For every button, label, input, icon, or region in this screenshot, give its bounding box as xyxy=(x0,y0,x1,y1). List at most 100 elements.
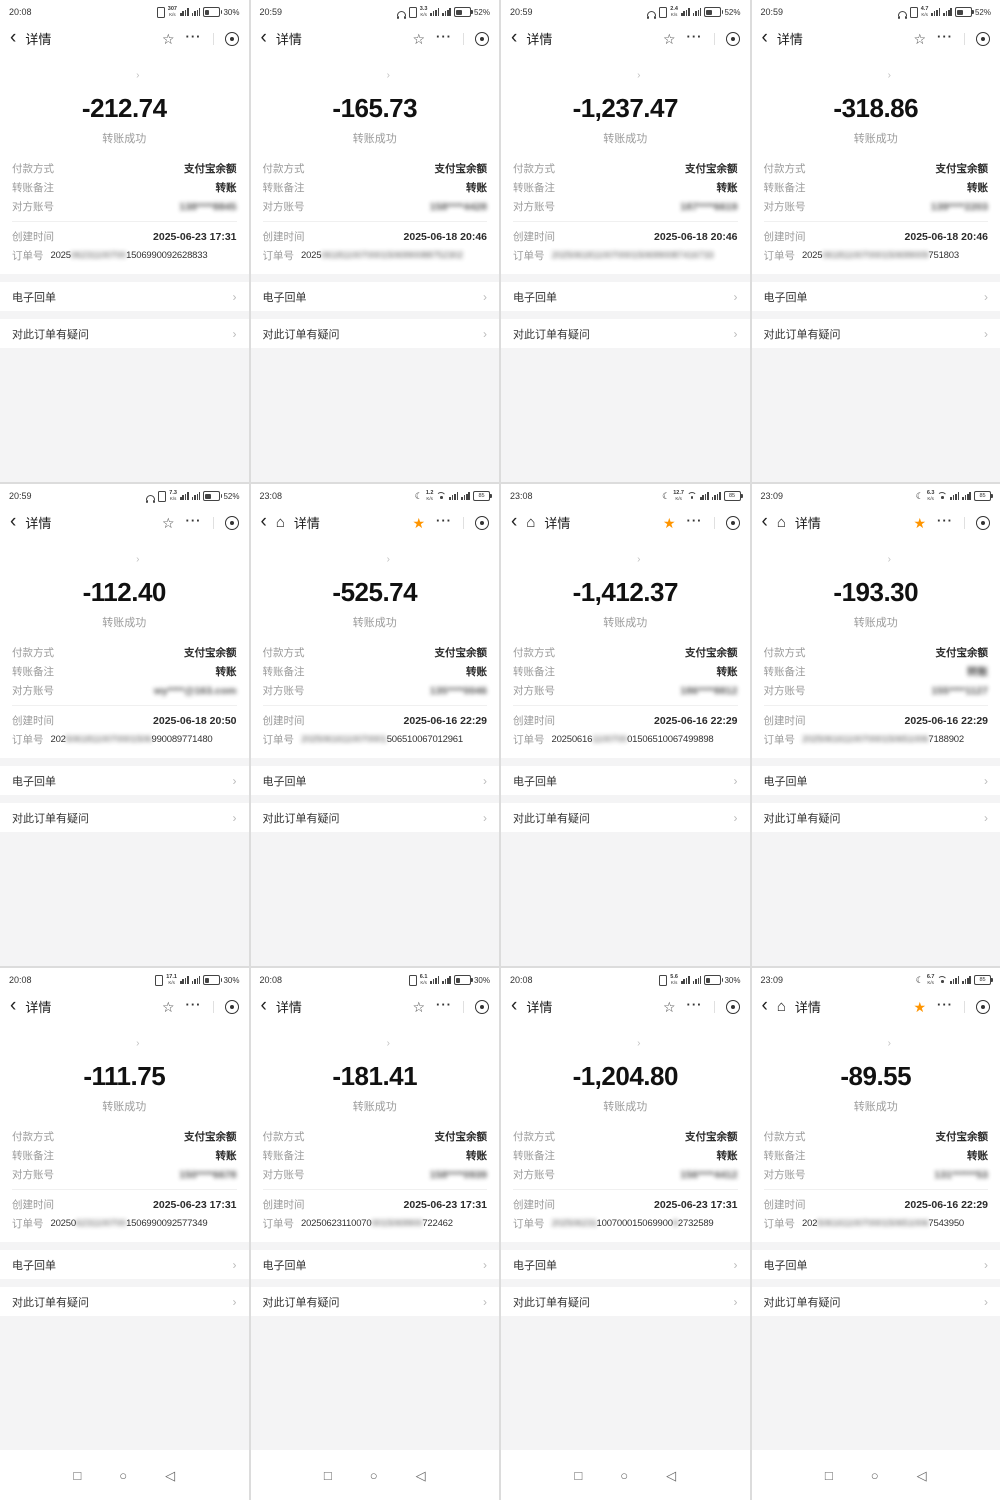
more-menu-icon[interactable]: ··· xyxy=(937,29,953,44)
order-question-row[interactable]: 对此订单有疑问 › xyxy=(0,319,249,348)
favorite-star-icon[interactable]: ★ xyxy=(913,514,926,531)
home-icon[interactable]: ⌂ xyxy=(275,514,285,531)
back-button[interactable]: ‹ xyxy=(511,994,518,1016)
order-question-row[interactable]: 对此订单有疑问 › xyxy=(250,803,499,832)
payee-row[interactable]: › xyxy=(752,64,1000,86)
more-menu-icon[interactable]: ··· xyxy=(686,29,703,44)
payee-row[interactable]: › xyxy=(0,64,249,86)
payee-row[interactable]: › xyxy=(251,548,500,570)
recents-button[interactable]: □ xyxy=(323,1467,332,1483)
exit-capsule-icon[interactable] xyxy=(475,999,489,1014)
back-button[interactable]: ‹ xyxy=(260,510,267,532)
order-question-row[interactable]: 对此订单有疑问 › xyxy=(501,319,750,348)
payee-row[interactable]: › xyxy=(501,548,750,570)
exit-capsule-icon[interactable] xyxy=(224,515,239,530)
order-question-row[interactable]: 对此订单有疑问 › xyxy=(501,1287,750,1316)
home-icon[interactable]: ⌂ xyxy=(776,514,786,531)
payee-row[interactable]: › xyxy=(0,548,249,570)
exit-capsule-icon[interactable] xyxy=(976,515,990,530)
recents-button[interactable]: □ xyxy=(73,1467,82,1483)
payee-row[interactable]: › xyxy=(752,548,1000,570)
more-menu-icon[interactable]: ··· xyxy=(686,513,703,528)
e-receipt-row[interactable]: 电子回单 › xyxy=(501,282,750,311)
payee-row[interactable]: › xyxy=(251,64,500,86)
home-icon[interactable]: ⌂ xyxy=(776,998,786,1015)
exit-capsule-icon[interactable] xyxy=(725,31,740,46)
android-home-button[interactable]: ○ xyxy=(870,1467,879,1483)
exit-capsule-icon[interactable] xyxy=(224,31,239,46)
order-question-row[interactable]: 对此订单有疑问 › xyxy=(751,803,1000,832)
e-receipt-row[interactable]: 电子回单 › xyxy=(0,766,249,795)
more-menu-icon[interactable]: ··· xyxy=(436,29,452,44)
back-button[interactable]: ‹ xyxy=(260,26,267,48)
favorite-star-icon[interactable]: ★ xyxy=(412,514,425,531)
payee-row[interactable]: › xyxy=(251,1032,500,1054)
payee-row[interactable]: › xyxy=(0,1032,249,1054)
android-home-button[interactable]: ○ xyxy=(119,1467,128,1483)
more-menu-icon[interactable]: ··· xyxy=(185,29,202,44)
exit-capsule-icon[interactable] xyxy=(224,999,239,1014)
payee-row[interactable]: › xyxy=(501,64,750,86)
e-receipt-row[interactable]: 电子回单 › xyxy=(250,282,499,311)
android-back-button[interactable]: ◁ xyxy=(916,1467,927,1483)
exit-capsule-icon[interactable] xyxy=(725,515,740,530)
more-menu-icon[interactable]: ··· xyxy=(185,997,202,1012)
e-receipt-row[interactable]: 电子回单 › xyxy=(250,766,499,795)
order-question-row[interactable]: 对此订单有疑问 › xyxy=(0,803,249,832)
e-receipt-row[interactable]: 电子回单 › xyxy=(0,1250,249,1279)
favorite-star-icon[interactable]: ☆ xyxy=(161,998,175,1015)
back-button[interactable]: ‹ xyxy=(761,510,768,532)
more-menu-icon[interactable]: ··· xyxy=(686,997,703,1012)
order-question-row[interactable]: 对此订单有疑问 › xyxy=(751,1287,1000,1316)
favorite-star-icon[interactable]: ☆ xyxy=(662,998,676,1015)
exit-capsule-icon[interactable] xyxy=(725,999,740,1014)
payee-row[interactable]: › xyxy=(752,1032,1000,1054)
recents-button[interactable]: □ xyxy=(574,1467,583,1483)
back-button[interactable]: ‹ xyxy=(761,26,768,48)
back-button[interactable]: ‹ xyxy=(10,26,17,48)
more-menu-icon[interactable]: ··· xyxy=(436,513,452,528)
order-question-row[interactable]: 对此订单有疑问 › xyxy=(0,1287,249,1316)
e-receipt-row[interactable]: 电子回单 › xyxy=(751,1250,1000,1279)
order-question-row[interactable]: 对此订单有疑问 › xyxy=(751,319,1000,348)
back-button[interactable]: ‹ xyxy=(511,510,518,532)
favorite-star-icon[interactable]: ★ xyxy=(913,998,926,1015)
favorite-star-icon[interactable]: ☆ xyxy=(412,30,425,47)
favorite-star-icon[interactable]: ☆ xyxy=(913,30,926,47)
favorite-star-icon[interactable]: ☆ xyxy=(161,30,175,47)
more-menu-icon[interactable]: ··· xyxy=(937,513,953,528)
back-button[interactable]: ‹ xyxy=(260,994,267,1016)
exit-capsule-icon[interactable] xyxy=(475,31,489,46)
order-question-row[interactable]: 对此订单有疑问 › xyxy=(501,803,750,832)
payee-row[interactable]: › xyxy=(501,1032,750,1054)
exit-capsule-icon[interactable] xyxy=(976,31,990,46)
order-question-row[interactable]: 对此订单有疑问 › xyxy=(250,319,499,348)
home-icon[interactable]: ⌂ xyxy=(526,514,536,531)
e-receipt-row[interactable]: 电子回单 › xyxy=(250,1250,499,1279)
favorite-star-icon[interactable]: ☆ xyxy=(662,30,676,47)
android-back-button[interactable]: ◁ xyxy=(165,1467,176,1483)
e-receipt-row[interactable]: 电子回单 › xyxy=(751,282,1000,311)
android-home-button[interactable]: ○ xyxy=(369,1467,378,1483)
favorite-star-icon[interactable]: ☆ xyxy=(412,998,425,1015)
e-receipt-row[interactable]: 电子回单 › xyxy=(501,766,750,795)
back-button[interactable]: ‹ xyxy=(511,26,518,48)
android-back-button[interactable]: ◁ xyxy=(666,1467,677,1483)
more-menu-icon[interactable]: ··· xyxy=(185,513,202,528)
e-receipt-row[interactable]: 电子回单 › xyxy=(0,282,249,311)
exit-capsule-icon[interactable] xyxy=(976,999,990,1014)
more-menu-icon[interactable]: ··· xyxy=(436,997,452,1012)
more-menu-icon[interactable]: ··· xyxy=(937,997,953,1012)
android-back-button[interactable]: ◁ xyxy=(415,1467,426,1483)
android-home-button[interactable]: ○ xyxy=(620,1467,629,1483)
favorite-star-icon[interactable]: ☆ xyxy=(161,514,175,531)
back-button[interactable]: ‹ xyxy=(10,510,17,532)
order-question-row[interactable]: 对此订单有疑问 › xyxy=(250,1287,499,1316)
back-button[interactable]: ‹ xyxy=(761,994,768,1016)
back-button[interactable]: ‹ xyxy=(10,994,17,1016)
favorite-star-icon[interactable]: ★ xyxy=(662,514,676,531)
exit-capsule-icon[interactable] xyxy=(475,515,489,530)
recents-button[interactable]: □ xyxy=(824,1467,833,1483)
e-receipt-row[interactable]: 电子回单 › xyxy=(751,766,1000,795)
e-receipt-row[interactable]: 电子回单 › xyxy=(501,1250,750,1279)
